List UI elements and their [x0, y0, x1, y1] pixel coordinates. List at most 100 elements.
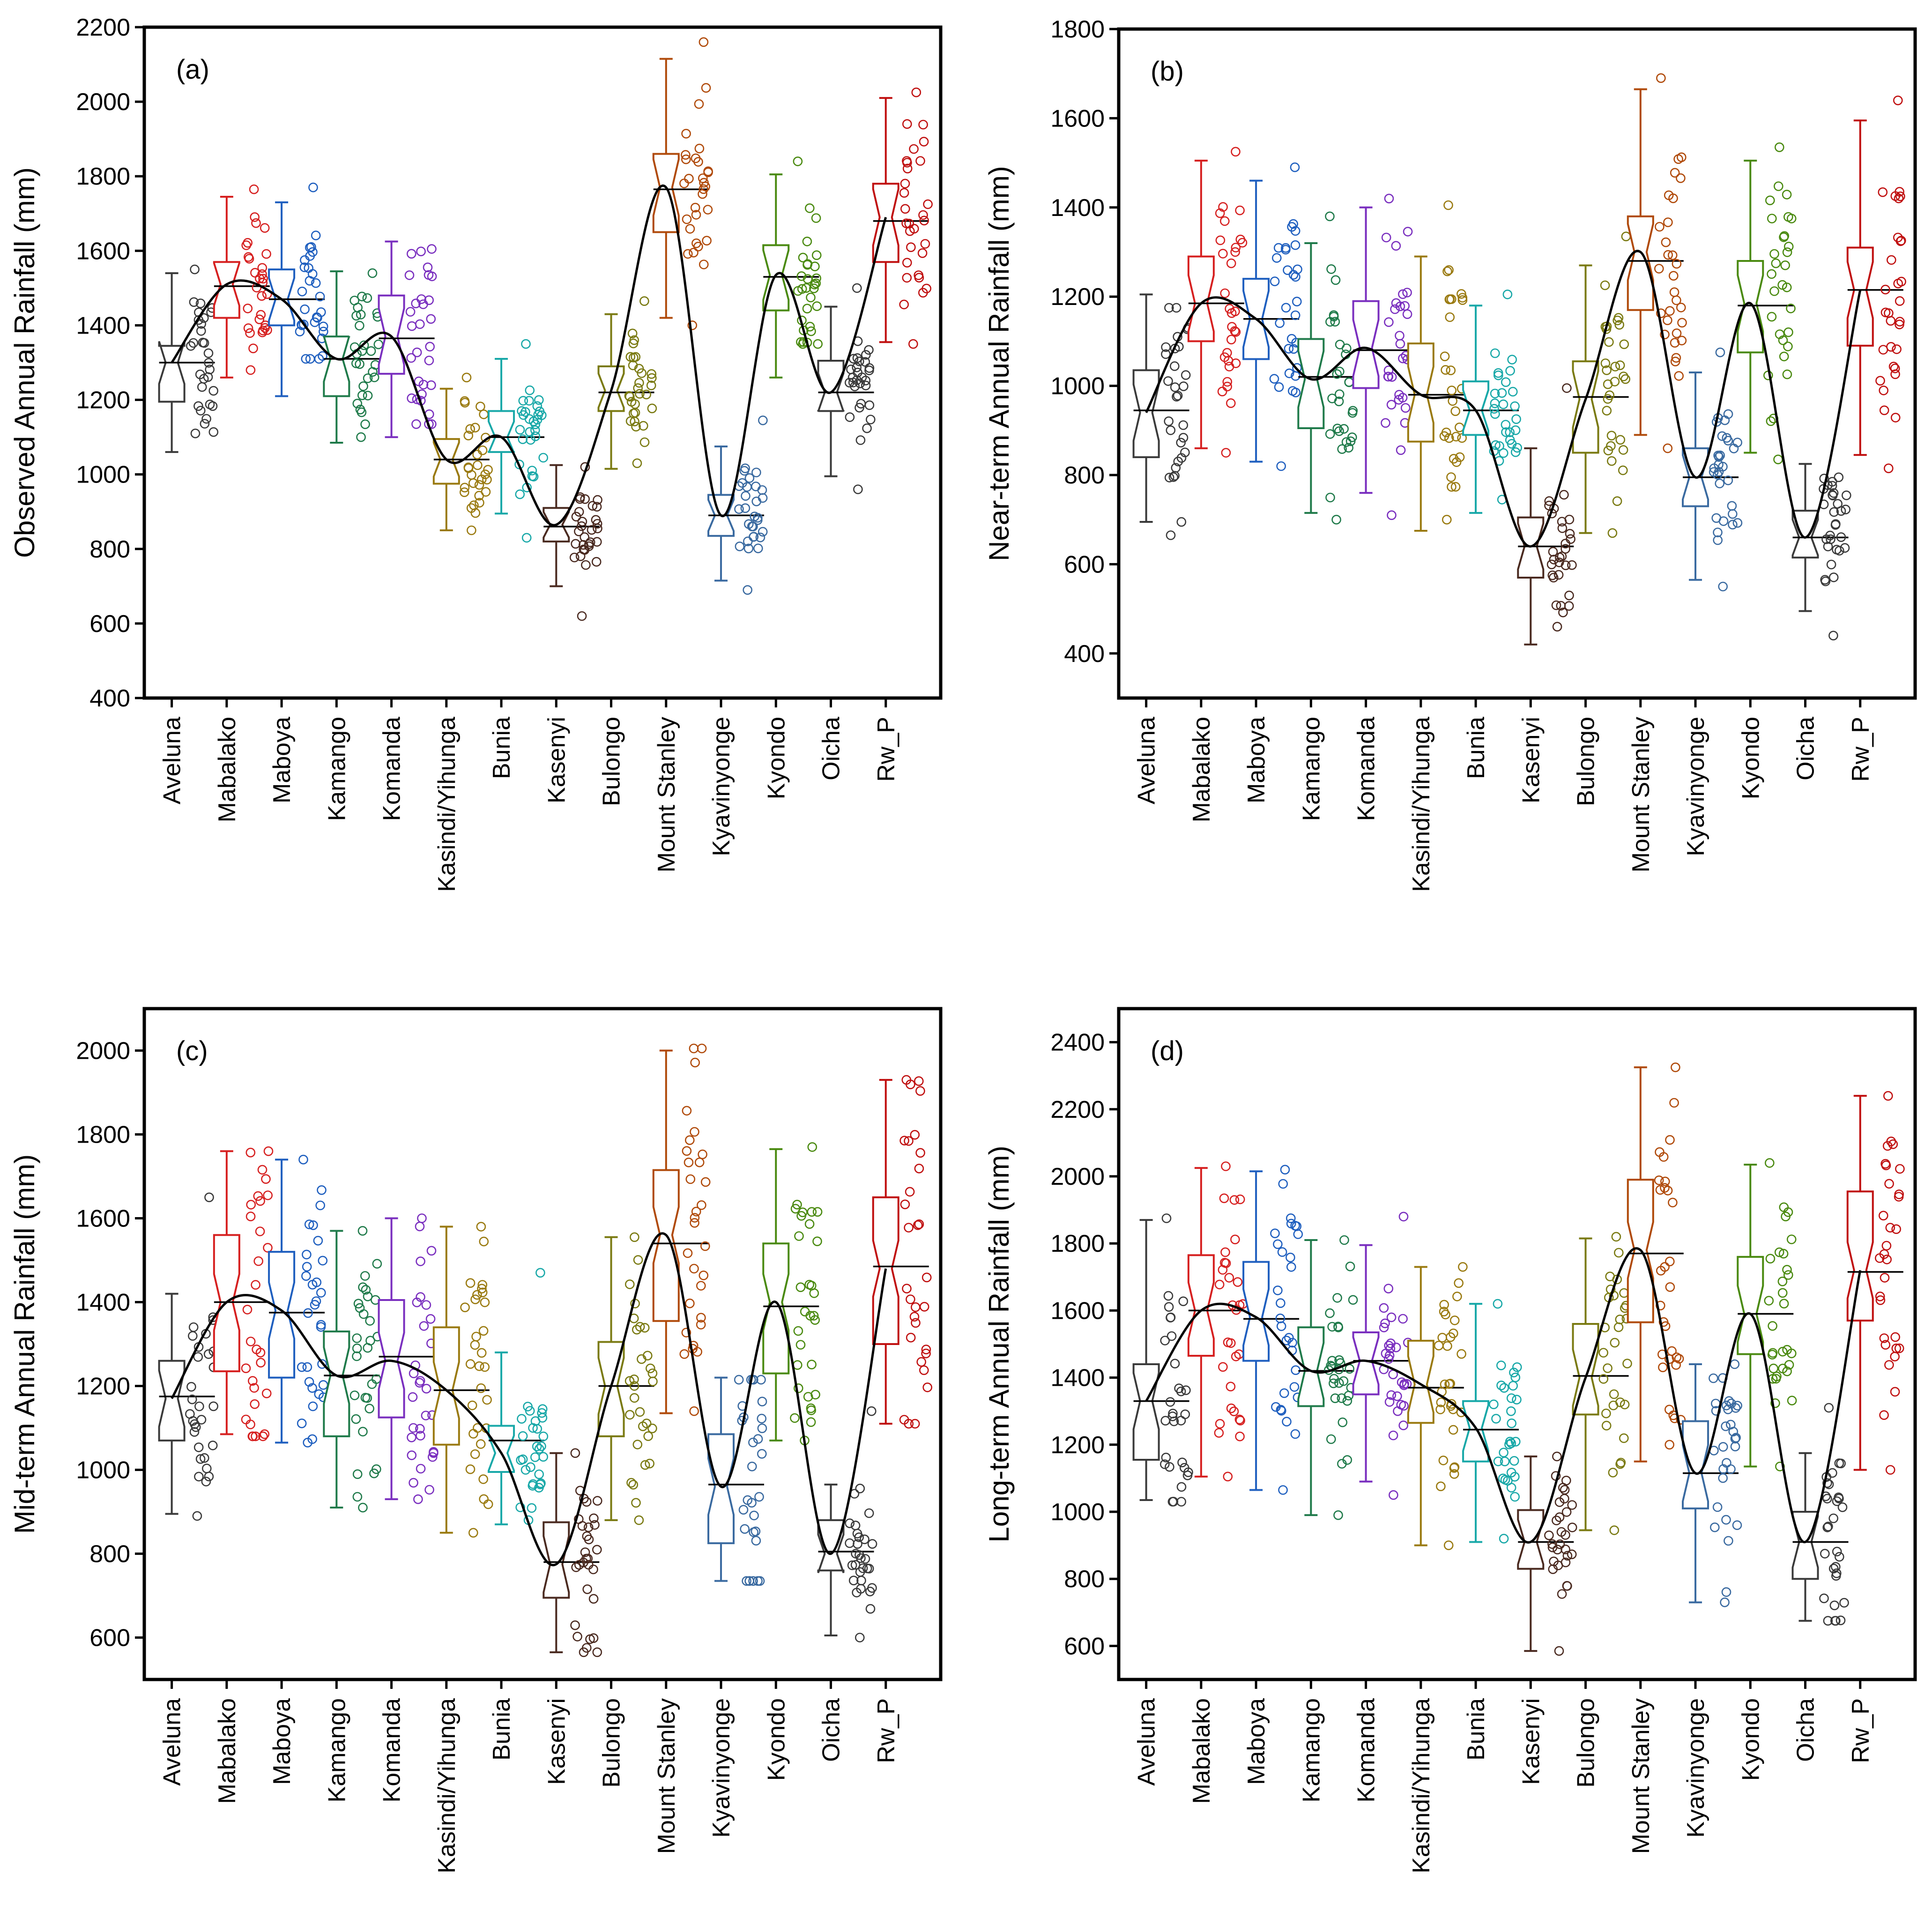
data-point: [1823, 542, 1833, 551]
data-point: [845, 412, 855, 422]
x-category-label: Bulongo: [1573, 717, 1600, 806]
data-point: [1444, 294, 1455, 305]
data-point: [524, 414, 535, 424]
data-point: [1452, 1292, 1462, 1301]
data-point: [743, 585, 752, 595]
data-point: [1556, 1527, 1567, 1537]
data-point: [571, 539, 580, 549]
data-point: [1724, 1536, 1733, 1546]
y-tick-label: 800: [89, 536, 130, 563]
data-point: [850, 1520, 861, 1531]
data-point: [790, 1413, 800, 1423]
trend-curve: [171, 1232, 887, 1567]
data-point: [407, 1433, 416, 1442]
data-point: [194, 1471, 204, 1482]
data-point: [805, 321, 815, 332]
data-point: [1456, 289, 1466, 299]
data-point: [245, 1337, 256, 1346]
data-point: [734, 504, 744, 514]
data-point: [1231, 327, 1241, 337]
data-point: [538, 453, 548, 463]
data-point: [1510, 1492, 1520, 1502]
data-point: [593, 1496, 602, 1506]
x-category-label: Kyavinyonge: [1682, 717, 1709, 856]
data-point: [466, 503, 476, 513]
data-point: [1774, 181, 1783, 191]
data-point: [809, 1311, 819, 1321]
data-point: [646, 369, 656, 379]
box-kasenyi: [542, 462, 602, 621]
data-point: [1767, 269, 1776, 279]
data-point: [900, 178, 910, 189]
x-category-label: Rw_P: [873, 717, 900, 782]
data-point: [194, 1401, 204, 1412]
x-category-label: Mabalako: [1188, 1698, 1215, 1804]
data-point: [593, 495, 602, 505]
data-point: [534, 395, 544, 405]
data-point: [1655, 1185, 1665, 1195]
data-point: [811, 278, 821, 289]
box-oicha: [1791, 463, 1851, 640]
data-point: [1384, 1341, 1394, 1351]
data-point: [1548, 1564, 1558, 1574]
data-point: [198, 337, 208, 348]
box-kasindi-yihunga: [432, 1222, 493, 1538]
data-point: [1664, 1440, 1674, 1450]
data-point: [1600, 358, 1611, 368]
x-category-label: Bulongo: [598, 1698, 625, 1788]
data-point: [1554, 1646, 1564, 1656]
data-point: [1508, 1381, 1518, 1391]
data-point: [1449, 1315, 1460, 1325]
data-point: [795, 1340, 806, 1350]
data-point: [632, 458, 642, 468]
data-point: [1718, 461, 1728, 472]
notched-box: [323, 335, 350, 397]
data-point: [867, 1406, 877, 1416]
data-point: [1505, 427, 1515, 438]
y-tick-label: 800: [89, 1541, 130, 1568]
data-point: [1610, 362, 1620, 372]
data-point: [1823, 1522, 1833, 1531]
box-bulongo: [597, 296, 657, 470]
data-point: [256, 1358, 266, 1367]
data-point: [316, 1288, 326, 1298]
data-point: [811, 250, 822, 260]
data-point: [1287, 1338, 1297, 1348]
data-point: [1663, 250, 1673, 260]
data-point: [1334, 1378, 1344, 1388]
data-point: [856, 1584, 866, 1594]
data-point: [1454, 1278, 1464, 1288]
data-point: [1782, 369, 1792, 379]
y-tick-label: 600: [1064, 551, 1105, 578]
data-point: [1501, 377, 1511, 387]
box-komanda: [378, 1213, 438, 1504]
data-point: [302, 1362, 312, 1372]
data-point: [646, 380, 656, 391]
data-point: [592, 502, 602, 512]
data-point: [1718, 581, 1728, 592]
data-point: [251, 218, 261, 228]
data-point: [630, 1232, 639, 1242]
data-point: [1164, 416, 1174, 426]
data-point: [635, 1322, 645, 1332]
y-tick-label: 800: [1064, 462, 1105, 489]
data-point: [307, 1279, 318, 1290]
notched-box: [1132, 369, 1160, 458]
data-point: [257, 1165, 268, 1175]
x-category-label: Kasenyi: [543, 717, 570, 803]
x-category-label: Kyondo: [763, 717, 790, 799]
data-point: [357, 1226, 368, 1236]
x-category-label: Aveluna: [159, 1698, 186, 1786]
data-point: [193, 401, 203, 411]
data-point: [574, 1560, 584, 1570]
data-point: [1879, 1333, 1889, 1343]
x-category-label: Oicha: [1792, 717, 1820, 780]
data-point: [187, 1394, 197, 1404]
data-point: [1880, 307, 1891, 318]
data-point: [520, 407, 530, 417]
data-point: [372, 1259, 382, 1269]
data-point: [580, 1547, 590, 1557]
data-point: [367, 268, 378, 278]
data-point: [1880, 1340, 1891, 1350]
data-point: [260, 223, 270, 233]
